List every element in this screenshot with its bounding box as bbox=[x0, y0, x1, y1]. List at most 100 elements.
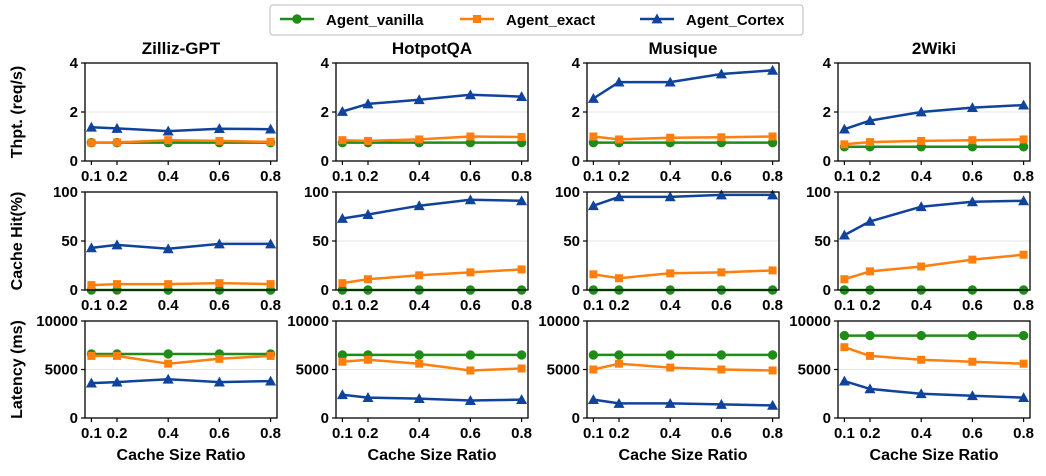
data-point-agent-cortex bbox=[715, 398, 727, 409]
series-agent-vanilla bbox=[588, 350, 778, 360]
x-tick-label: 0.1 bbox=[81, 297, 102, 314]
panel-frame bbox=[335, 320, 529, 419]
x-tick-label: 0.4 bbox=[409, 297, 431, 314]
ylabel-row-2: Latency (ms) bbox=[9, 320, 26, 419]
data-point-agent-cortex bbox=[111, 376, 123, 387]
series-agent-cortex bbox=[587, 64, 779, 103]
x-tick-label: 0.8 bbox=[1013, 425, 1034, 442]
data-point-agent-exact bbox=[164, 136, 173, 145]
data-point-agent-cortex bbox=[336, 106, 348, 116]
data-point-agent-exact bbox=[215, 354, 224, 363]
data-point-agent-cortex bbox=[362, 98, 374, 109]
data-point-agent-cortex bbox=[162, 243, 174, 254]
data-point-agent-exact bbox=[415, 135, 424, 144]
panel-zilliz-gpt-row-0: 0 2 4 0.1 0.2 0.4 0.6 0.8 bbox=[70, 55, 281, 185]
x-tick-label: 0.1 bbox=[332, 168, 353, 185]
y-tick-label: 50 bbox=[61, 233, 78, 250]
panel-hotpotqa-row-1: 0 50 100 0.1 0.2 0.4 0.6 0.8 bbox=[304, 184, 532, 314]
data-point-agent-cortex bbox=[587, 200, 599, 211]
data-point-agent-cortex bbox=[362, 209, 374, 219]
data-point-agent-exact bbox=[717, 133, 726, 142]
data-point-agent-exact bbox=[615, 359, 623, 368]
x-tick-label: 0.2 bbox=[107, 297, 128, 314]
x-tick-label: 0.6 bbox=[460, 297, 481, 314]
x-tick-label: 0.1 bbox=[332, 425, 353, 442]
data-point-agent-cortex bbox=[966, 390, 978, 401]
panel-2wiki-row-0: 0 2 4 0.1 0.2 0.4 0.6 0.8 bbox=[823, 55, 1034, 185]
x-tick-label: 0.8 bbox=[1013, 297, 1034, 314]
series-line-agent-cortex bbox=[844, 103, 1024, 131]
legend-label-agent-exact: Agent_exact bbox=[506, 12, 595, 29]
data-point-agent-cortex bbox=[265, 123, 277, 134]
y-tick-label: 0 bbox=[321, 282, 329, 299]
x-tick-label: 0.2 bbox=[609, 168, 630, 185]
y-tick-label: 5000 bbox=[296, 362, 329, 379]
data-point-agent-exact bbox=[266, 137, 275, 146]
x-tick-label: 0.6 bbox=[460, 168, 481, 185]
data-point-agent-exact bbox=[666, 269, 675, 278]
y-tick-label: 0 bbox=[70, 410, 78, 427]
x-tick-label: 0.1 bbox=[81, 425, 102, 442]
y-tick-label: 2 bbox=[70, 104, 78, 121]
xlabel-2wiki: Cache Size Ratio bbox=[870, 447, 999, 464]
x-tick-label: 0.1 bbox=[583, 168, 604, 185]
data-point-agent-cortex bbox=[85, 242, 97, 253]
panel-frame bbox=[837, 320, 1031, 419]
data-point-agent-cortex bbox=[715, 68, 727, 79]
y-tick-label: 4 bbox=[321, 55, 330, 72]
data-point-agent-exact bbox=[1019, 250, 1028, 259]
series-agent-cortex bbox=[587, 394, 779, 410]
data-point-agent-exact bbox=[968, 136, 977, 145]
y-tick-label: 50 bbox=[563, 233, 580, 250]
data-point-agent-cortex bbox=[464, 89, 476, 100]
data-point-agent-exact bbox=[589, 365, 598, 374]
x-tick-label: 0.4 bbox=[660, 168, 682, 185]
panel-musique-row-2: 0 5000 10000 0.1 0.2 0.4 0.6 0.8 bbox=[538, 313, 783, 442]
data-point-agent-cortex bbox=[516, 195, 528, 206]
panel-frame bbox=[586, 62, 780, 162]
y-tick-label: 5000 bbox=[798, 362, 831, 379]
x-tick-label: 0.2 bbox=[609, 425, 630, 442]
data-point-agent-cortex bbox=[838, 123, 850, 134]
y-tick-label: 0 bbox=[70, 153, 78, 170]
series-agent-cortex bbox=[336, 89, 528, 116]
data-point-agent-exact bbox=[164, 359, 173, 368]
data-point-agent-exact bbox=[917, 355, 926, 364]
data-point-agent-exact bbox=[87, 281, 96, 290]
data-point-agent-exact bbox=[266, 280, 275, 289]
data-point-agent-cortex bbox=[213, 238, 225, 249]
series-agent-exact bbox=[840, 343, 1028, 368]
data-point-agent-cortex bbox=[587, 394, 599, 404]
data-point-agent-exact bbox=[87, 351, 96, 360]
data-point-agent-exact bbox=[415, 359, 424, 368]
series-agent-exact bbox=[840, 135, 1028, 149]
y-tick-label: 0 bbox=[823, 153, 831, 170]
data-point-agent-vanilla bbox=[967, 330, 978, 341]
data-point-agent-cortex bbox=[111, 122, 123, 133]
x-tick-label: 0.8 bbox=[511, 297, 532, 314]
data-point-agent-vanilla bbox=[516, 350, 527, 360]
series-agent-cortex bbox=[587, 189, 779, 211]
data-point-agent-cortex bbox=[838, 375, 850, 386]
x-tick-label: 0.6 bbox=[711, 425, 732, 442]
x-tick-label: 0.1 bbox=[583, 425, 604, 442]
x-tick-label: 0.8 bbox=[511, 425, 532, 442]
legend-marker-agent-vanilla bbox=[292, 14, 302, 24]
panel-title-zilliz-gpt: Zilliz-GPT bbox=[142, 39, 221, 58]
x-tick-label: 0.2 bbox=[860, 168, 881, 185]
data-point-agent-cortex bbox=[864, 215, 876, 226]
y-tick-label: 2 bbox=[823, 104, 831, 121]
x-tick-label: 0.2 bbox=[107, 425, 128, 442]
x-tick-label: 0.1 bbox=[834, 168, 855, 185]
y-tick-label: 5000 bbox=[547, 362, 580, 379]
data-point-agent-cortex bbox=[915, 388, 927, 399]
data-point-agent-vanilla bbox=[865, 330, 875, 341]
x-tick-label: 0.2 bbox=[860, 297, 881, 314]
y-tick-label: 100 bbox=[555, 184, 580, 201]
data-point-agent-cortex bbox=[265, 238, 277, 249]
x-tick-label: 0.6 bbox=[962, 297, 983, 314]
series-agent-cortex bbox=[85, 121, 277, 136]
series-line-agent-cortex bbox=[843, 199, 1024, 237]
panel-frame bbox=[837, 191, 1031, 291]
data-point-agent-exact bbox=[666, 133, 675, 142]
